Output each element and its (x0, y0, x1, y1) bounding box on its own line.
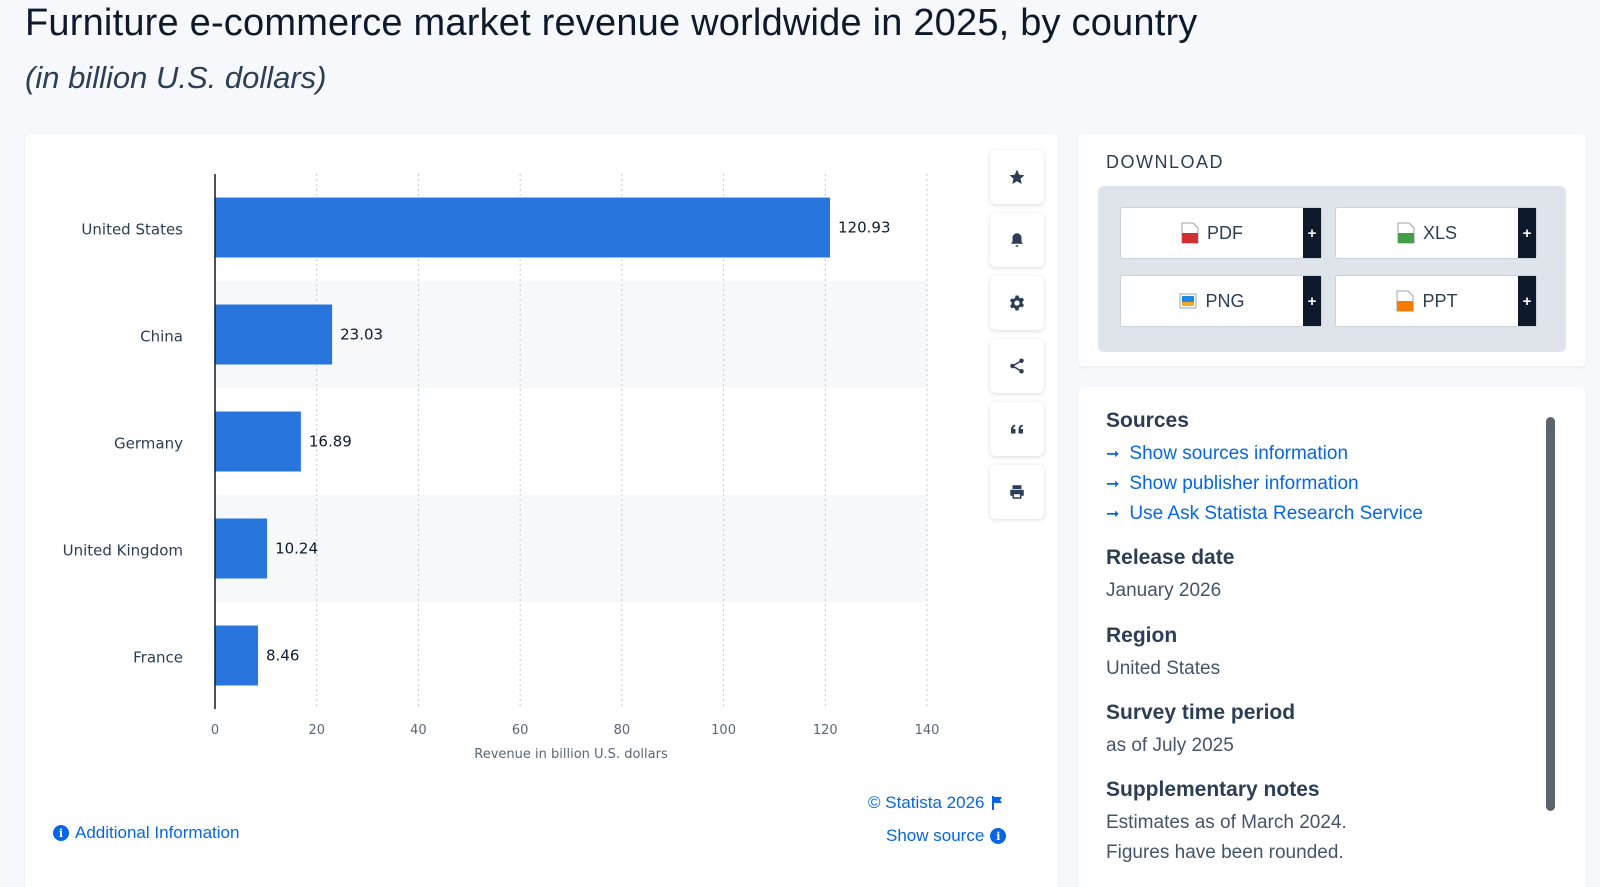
download-ppt-plus[interactable]: + (1518, 276, 1536, 326)
download-xls-button[interactable]: XLS + (1335, 207, 1537, 259)
x-tick-label: 120 (813, 723, 838, 738)
download-png-label: PNG (1205, 290, 1245, 311)
show-sources-link[interactable]: ➞ Show sources information (1106, 443, 1348, 465)
copyright-text: © Statista 2026 (868, 793, 985, 812)
download-pdf-button[interactable]: PDF + (1120, 207, 1322, 259)
category-label: Germany (114, 435, 183, 453)
download-xls-label: XLS (1422, 222, 1458, 243)
download-ppt-button[interactable]: PPT + (1335, 275, 1537, 327)
scrollbar-thumb[interactable] (1546, 417, 1555, 811)
release-date-heading: Release date (1106, 546, 1235, 569)
flag-icon (991, 796, 1002, 810)
bar-china (215, 304, 333, 365)
bar-value-label: 23.03 (340, 326, 383, 344)
show-source-text: Show source (886, 826, 985, 845)
settings-button[interactable] (990, 276, 1044, 330)
ppt-file-icon (1396, 290, 1414, 312)
survey-period-heading: Survey time period (1106, 701, 1296, 724)
page-subtitle: (in billion U.S. dollars) (25, 60, 327, 95)
arrow-right-icon: ➞ (1106, 476, 1120, 493)
region-value: United States (1106, 658, 1221, 679)
additional-information-text: Additional Information (75, 823, 240, 842)
show-publisher-link[interactable]: ➞ Show publisher information (1106, 473, 1359, 495)
download-card: DOWNLOAD PDF + XLS + PNG + (1078, 134, 1586, 366)
notification-button[interactable] (990, 213, 1044, 267)
arrow-right-icon: ➞ (1106, 506, 1120, 523)
statista-copyright-link[interactable]: © Statista 2026 (868, 793, 1003, 813)
bar-france (215, 625, 259, 686)
bar-value-label: 16.89 (309, 433, 352, 451)
arrow-right-icon: ➞ (1106, 446, 1120, 463)
print-icon (1010, 485, 1024, 499)
x-tick-label: 0 (211, 723, 219, 738)
download-button-group: PDF + XLS + PNG + PPT + (1098, 186, 1566, 352)
bar-value-label: 8.46 (266, 647, 299, 665)
category-label: France (133, 649, 183, 667)
x-tick-label: 60 (512, 723, 529, 738)
share-button[interactable] (990, 339, 1044, 393)
category-label: United States (81, 221, 183, 239)
bar-value-label: 120.93 (838, 219, 891, 237)
download-pdf-plus[interactable]: + (1303, 208, 1321, 258)
share-icon (1010, 358, 1024, 374)
show-publisher-text: Show publisher information (1129, 473, 1359, 494)
category-label: China (140, 328, 183, 346)
download-pdf-label: PDF (1207, 222, 1243, 243)
download-title: DOWNLOAD (1106, 152, 1225, 172)
x-tick-label: 100 (711, 723, 736, 738)
release-date-value: January 2026 (1106, 580, 1222, 601)
additional-information-link[interactable]: i Additional Information (53, 823, 239, 843)
gear-icon (1010, 295, 1024, 311)
x-tick-label: 80 (614, 723, 631, 738)
bar-value-label: 10.24 (275, 540, 318, 558)
cite-button[interactable] (990, 402, 1044, 456)
row-band (215, 281, 927, 388)
supplementary-note-line: Estimates as of March 2024. (1106, 812, 1347, 833)
info-card: Sources ➞ Show sources information ➞ Sho… (1078, 387, 1586, 887)
row-band (215, 495, 927, 602)
favorite-button[interactable] (990, 150, 1044, 204)
x-tick-label: 140 (915, 723, 940, 738)
print-button[interactable] (990, 465, 1044, 519)
star-icon (1009, 169, 1025, 185)
bell-icon (1011, 233, 1023, 247)
download-ppt-label: PPT (1422, 290, 1458, 311)
bar-united-states (215, 197, 831, 258)
pdf-file-icon (1181, 222, 1199, 244)
x-axis-title: Revenue in billion U.S. dollars (474, 747, 668, 762)
chart-card: 120.93 United States 23.03 China 16.89 German… (25, 134, 1058, 887)
bar-chart: 120.93 United States 23.03 China 16.89 German… (63, 174, 940, 762)
quote-icon (1011, 424, 1023, 434)
page-title: Furniture e-commerce market revenue worl… (25, 2, 1198, 44)
x-tick-label: 40 (410, 723, 427, 738)
info-icon: i (990, 828, 1007, 844)
survey-period-value: as of July 2025 (1106, 735, 1234, 756)
sources-heading: Sources (1106, 409, 1189, 432)
region-heading: Region (1106, 624, 1178, 647)
png-file-icon (1179, 293, 1197, 309)
xls-file-icon (1397, 222, 1415, 244)
ask-statista-link[interactable]: ➞ Use Ask Statista Research Service (1106, 503, 1423, 525)
show-sources-text: Show sources information (1129, 443, 1349, 464)
ask-statista-text: Use Ask Statista Research Service (1129, 503, 1423, 524)
download-png-button[interactable]: PNG + (1120, 275, 1322, 327)
download-png-plus[interactable]: + (1303, 276, 1321, 326)
show-source-link[interactable]: Show source i (886, 826, 1007, 846)
bar-united-kingdom (215, 518, 268, 579)
download-xls-plus[interactable]: + (1518, 208, 1536, 258)
supplementary-note-line: Figures have been rounded. (1106, 842, 1344, 863)
supplementary-notes-heading: Supplementary notes (1106, 778, 1320, 801)
x-tick-label: 20 (308, 723, 325, 738)
bar-germany (215, 411, 301, 472)
category-label: United Kingdom (63, 542, 183, 560)
info-icon: i (53, 825, 69, 841)
